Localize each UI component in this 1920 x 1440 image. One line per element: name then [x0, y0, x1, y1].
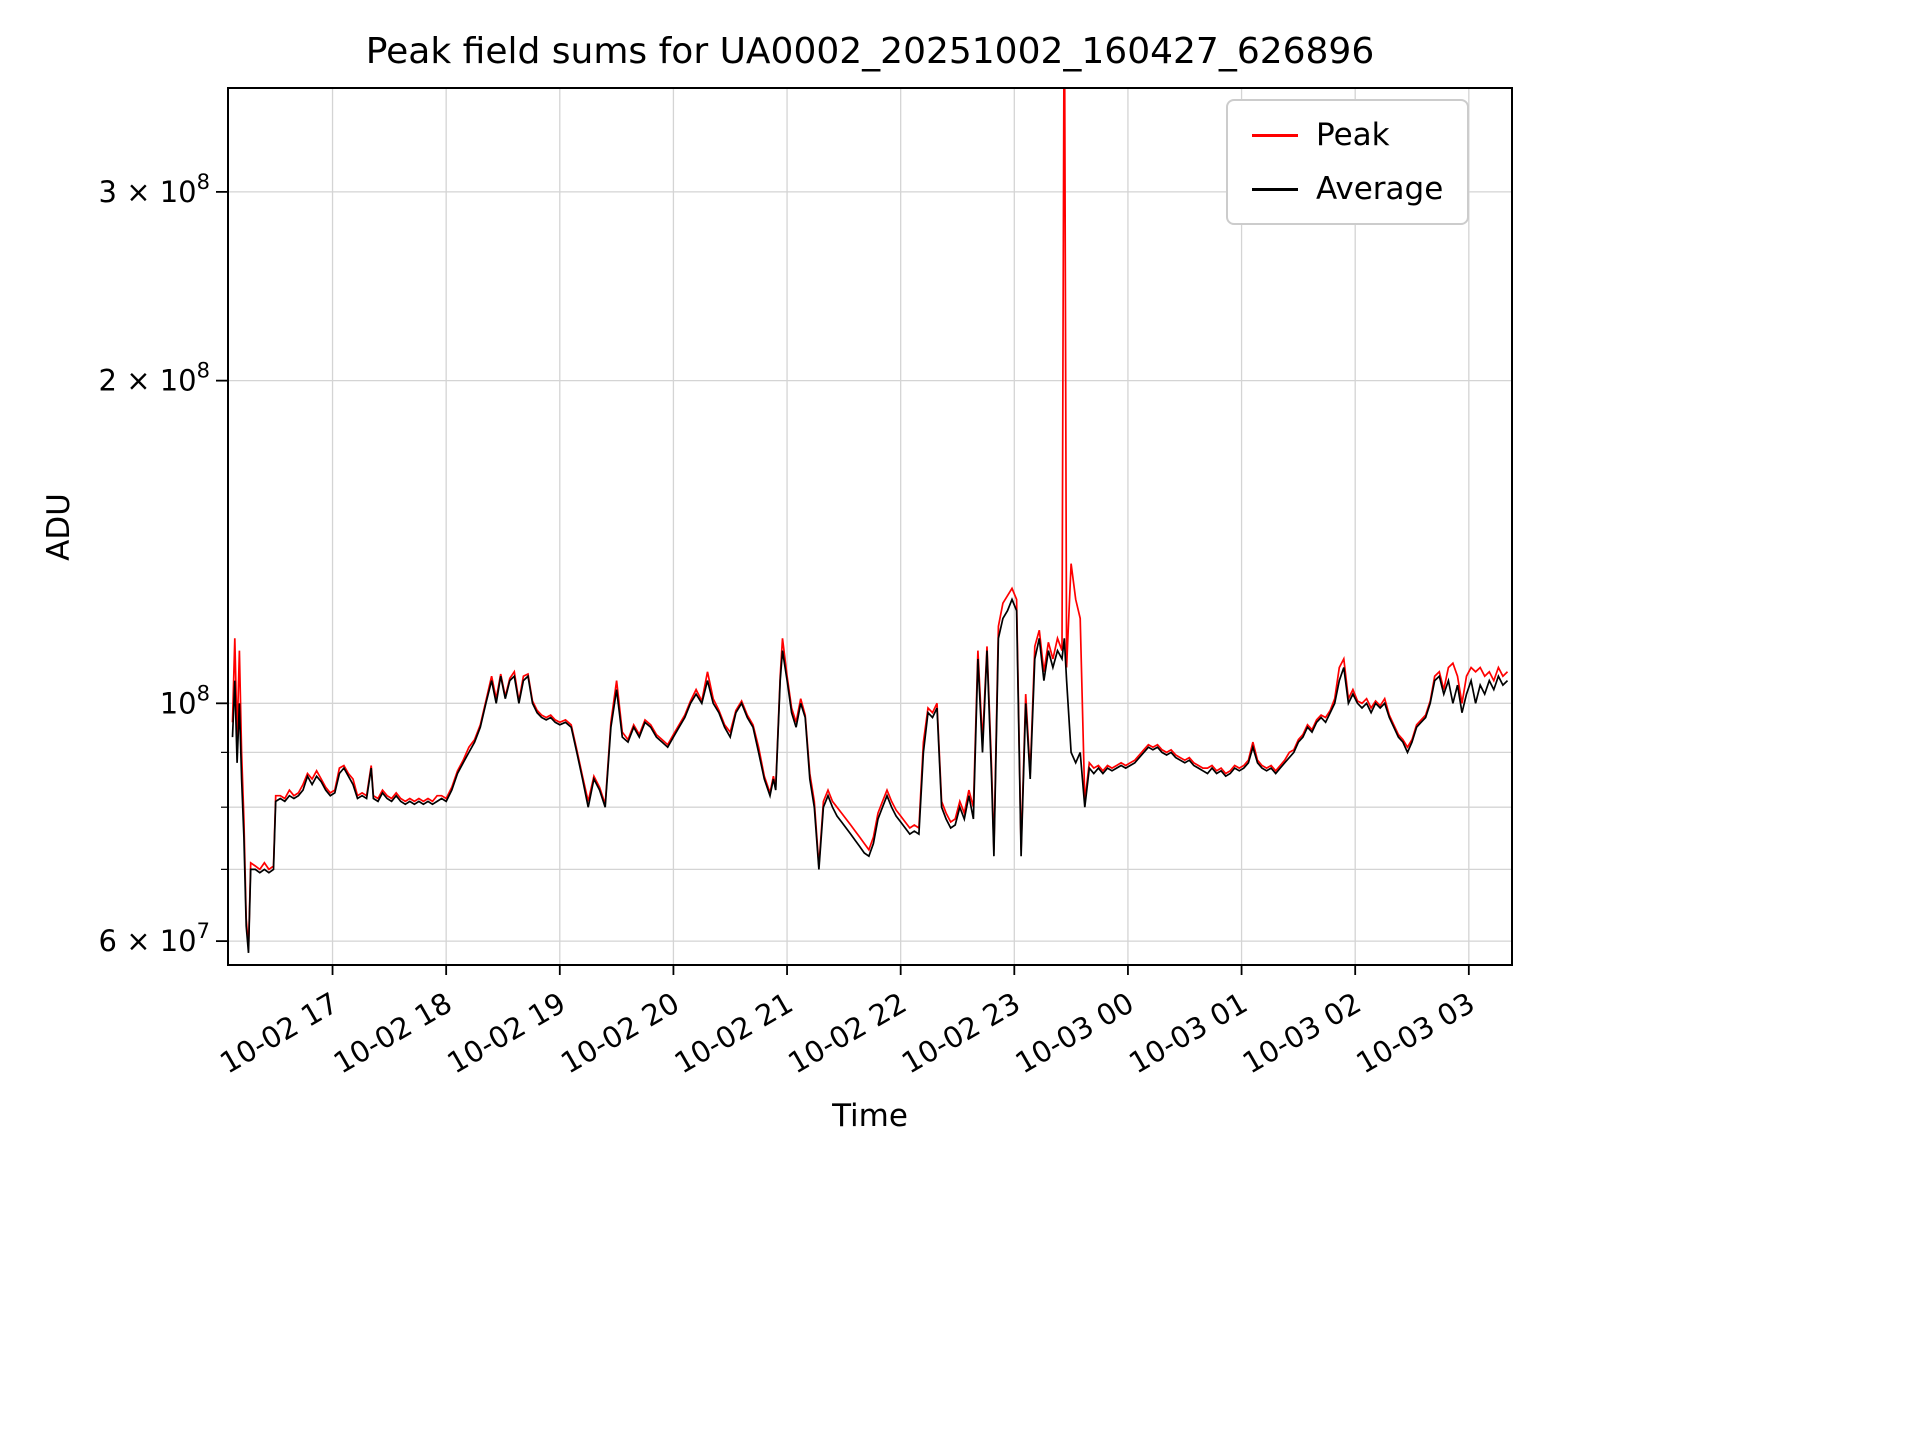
peak-line [231, 88, 1509, 949]
x-tick-label: 10-02 23 [896, 986, 1026, 1081]
y-tick-label: 108 [160, 681, 210, 720]
y-axis-label: ADU [41, 493, 77, 561]
average-line [231, 597, 1509, 953]
x-tick-label: 10-02 19 [441, 986, 571, 1081]
legend-label-average: Average [1316, 171, 1444, 207]
y-tick-label: 3 × 108 [99, 170, 210, 209]
x-tick-label: 10-02 22 [782, 986, 912, 1081]
series-group [231, 88, 1509, 953]
x-tick-label: 10-02 20 [555, 986, 685, 1081]
x-tick-label: 10-02 18 [328, 986, 458, 1081]
legend-label-peak: Peak [1316, 117, 1390, 153]
average-line-swatch [1252, 187, 1298, 191]
legend: Peak Average [1226, 99, 1470, 225]
x-tick-label: 10-03 00 [1010, 986, 1140, 1081]
legend-item-average: Average [1252, 171, 1443, 207]
x-axis-label: Time [832, 1098, 908, 1134]
x-tick-label: 10-03 03 [1350, 986, 1480, 1081]
y-tick-label: 6 × 107 [99, 919, 210, 958]
x-tick-label: 10-03 01 [1123, 986, 1253, 1081]
peak-line-swatch [1252, 133, 1298, 137]
chart-title: Peak field sums for UA0002_20251002_1604… [365, 31, 1375, 72]
x-tick-label: 10-02 21 [669, 986, 799, 1081]
y-tick-label: 2 × 108 [99, 359, 210, 398]
x-tick-label: 10-03 02 [1237, 986, 1367, 1081]
legend-item-peak: Peak [1252, 117, 1443, 153]
plot-border [227, 87, 1513, 966]
grid-lines [228, 88, 1512, 965]
x-tick-label: 10-02 17 [214, 986, 344, 1081]
axis-ticks [216, 190, 1470, 975]
